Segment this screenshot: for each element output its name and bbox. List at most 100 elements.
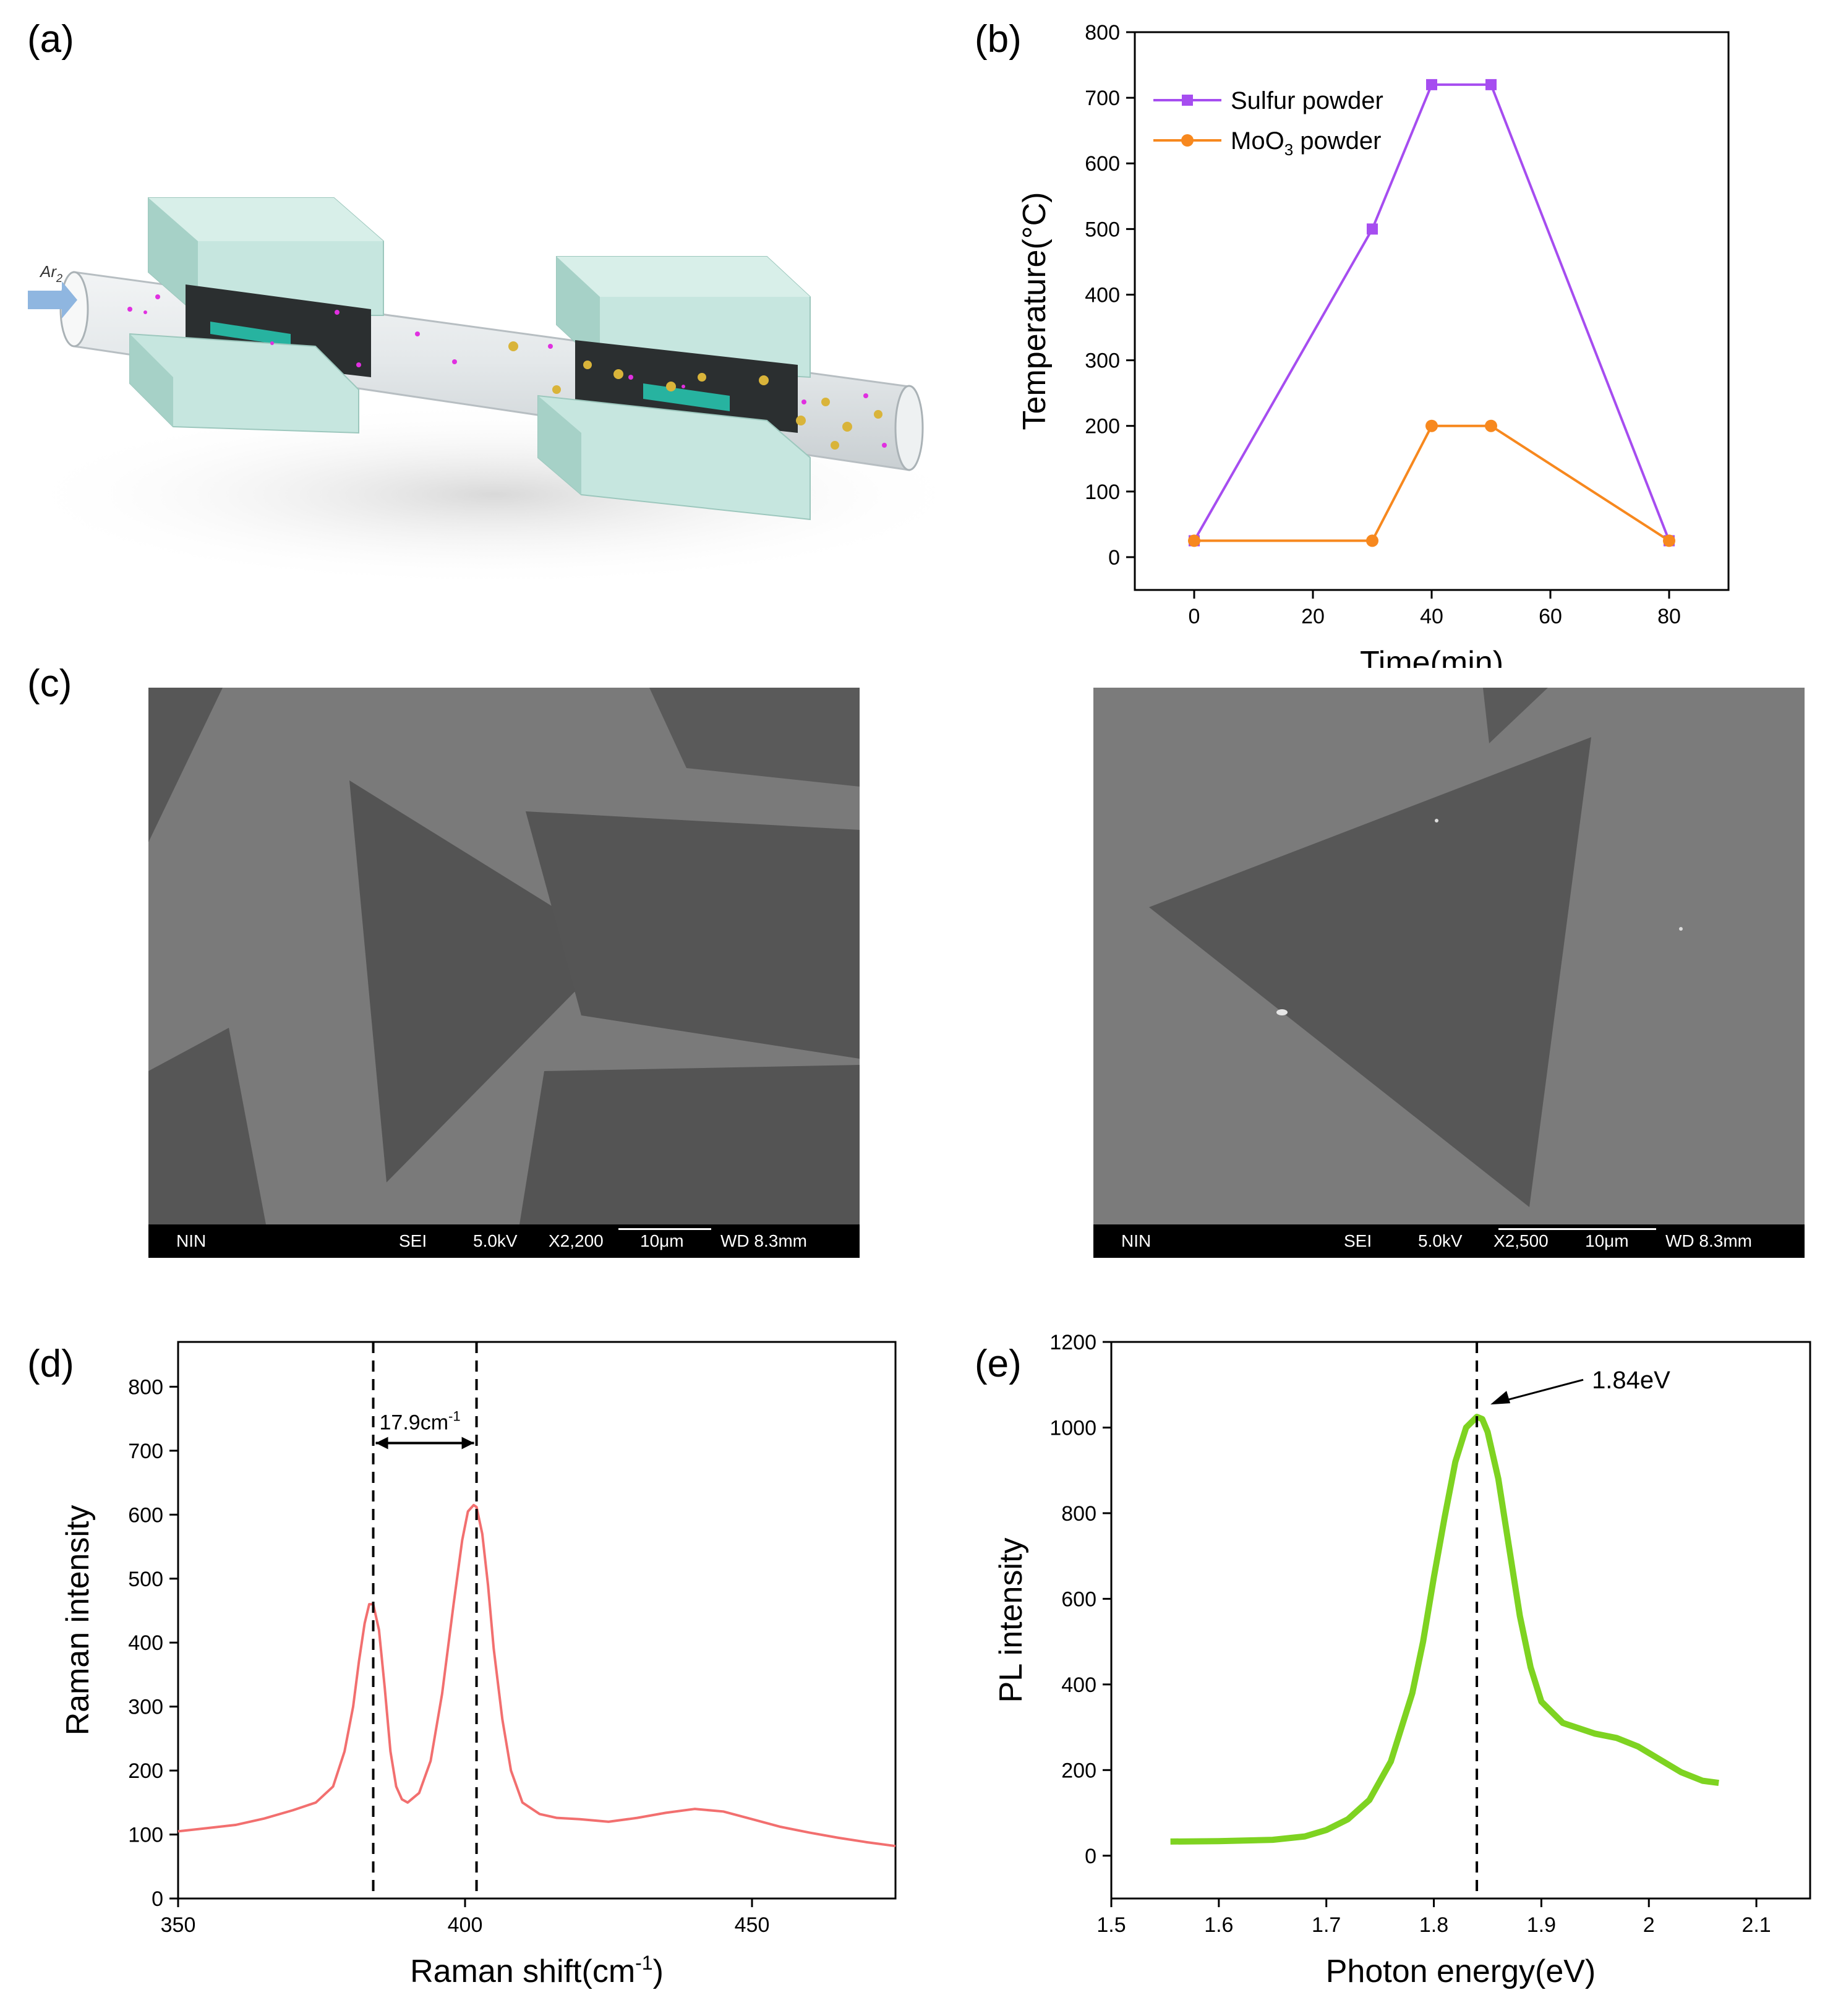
y-tick-label: 600 xyxy=(1061,1587,1096,1611)
y-tick-label: 200 xyxy=(1085,415,1120,438)
sem-field: NIN xyxy=(176,1231,207,1250)
y-tick-label: 300 xyxy=(128,1696,163,1719)
mos2-flake xyxy=(148,688,223,842)
mos2-flake xyxy=(148,1028,266,1224)
x-tick-label: 20 xyxy=(1301,605,1325,628)
sem-field: 10μm xyxy=(640,1231,684,1250)
x-tick-label: 2 xyxy=(1643,1913,1655,1937)
y-axis-label: Temperature(°C) xyxy=(1017,192,1053,430)
y-tick-label: 800 xyxy=(1061,1502,1096,1526)
plot-frame xyxy=(1134,31,1730,591)
y-tick-label: 500 xyxy=(1085,218,1120,241)
sem-field: X2,200 xyxy=(549,1231,604,1250)
series-line xyxy=(1194,424,1670,542)
sem-field: 5.0kV xyxy=(1418,1231,1463,1250)
legend-label: Sulfur powder xyxy=(1231,87,1383,114)
peak-separation-label: 17.9cm-1 xyxy=(380,1408,461,1434)
y-tick-label: 0 xyxy=(1085,1845,1096,1868)
x-tick-label: 400 xyxy=(448,1913,483,1937)
y-tick-label: 400 xyxy=(128,1631,163,1655)
arrow-head xyxy=(375,1437,388,1450)
panel-label-a: (a) xyxy=(27,18,74,61)
y-tick-label: 700 xyxy=(128,1440,163,1463)
x-axis-label: Photon energy(eV) xyxy=(1326,1954,1596,1989)
mos2-flake xyxy=(1483,688,1548,743)
temperature-profile-chart: 0 20 40 60 800100200300400500600700800Time(m… xyxy=(1017,21,1730,668)
cvd-furnace-illustration: Ar2 xyxy=(12,197,977,587)
x-tick-label: 350 xyxy=(161,1913,196,1937)
scale-bar xyxy=(618,1228,711,1230)
data-point xyxy=(1485,79,1497,90)
legend-marker xyxy=(1182,95,1193,106)
data-point xyxy=(1426,79,1437,90)
x-tick-label: 1.5 xyxy=(1096,1913,1126,1937)
sem-field: SEI xyxy=(1344,1231,1372,1250)
y-tick-label: 100 xyxy=(1085,481,1120,504)
sem-image-left: NIN SEI 5.0kV X2,200 10μm WD 8.3mm xyxy=(148,688,860,1258)
x-tick-label: 60 xyxy=(1539,605,1562,628)
y-tick-label: 600 xyxy=(128,1503,163,1527)
y-tick-label: 800 xyxy=(1085,21,1120,45)
y-tick-label: 700 xyxy=(1085,87,1120,110)
data-point xyxy=(1425,419,1438,432)
data-point xyxy=(1485,419,1497,432)
sem-info-bar: NIN SEI 5.0kV X2,200 10μm WD 8.3mm xyxy=(148,1224,860,1258)
x-tick-label: 80 xyxy=(1657,605,1681,628)
peak-energy-label: 1.84eV xyxy=(1592,1367,1670,1394)
mos2-flake xyxy=(519,1065,860,1224)
x-tick-label: 1.6 xyxy=(1204,1913,1233,1937)
gas-label: Ar2 xyxy=(39,262,62,284)
pl-spectrum-chart: 1.5 1.6 1.7 1.8 1.9 2 2.1 0 200 400 600 800 1000 1200… xyxy=(993,1331,1811,1989)
sem-field: WD 8.3mm xyxy=(720,1231,807,1250)
data-point xyxy=(1367,223,1378,235)
scale-bar xyxy=(1498,1228,1656,1230)
annotation-arrow xyxy=(1498,1378,1584,1403)
y-tick-label: 0 xyxy=(1108,546,1120,570)
plot-frame xyxy=(1110,1341,1811,1900)
y-tick-label: 200 xyxy=(1061,1759,1096,1782)
panel-label-e: (e) xyxy=(975,1343,1022,1385)
mos2-flake xyxy=(526,811,860,1059)
x-tick-label: 450 xyxy=(735,1913,770,1937)
left-boat xyxy=(210,322,291,346)
mos2-flake xyxy=(649,688,860,787)
moo3-particles xyxy=(508,341,882,450)
mos2-flake xyxy=(349,780,618,1182)
sem-image-right: NIN SEI 5.0kV X2,500 10μm WD 8.3mm xyxy=(1093,688,1805,1258)
x-tick-label: 2.1 xyxy=(1741,1913,1771,1937)
y-tick-label: 400 xyxy=(1061,1673,1096,1697)
sem-field: NIN xyxy=(1121,1231,1152,1250)
y-axis-label: PL intensity xyxy=(993,1538,1029,1703)
sem-field: 5.0kV xyxy=(473,1231,518,1250)
y-tick-label: 200 xyxy=(128,1759,163,1783)
y-tick-label: 800 xyxy=(128,1375,163,1399)
y-tick-label: 400 xyxy=(1085,283,1120,307)
y-tick-label: 500 xyxy=(128,1568,163,1591)
legend-label: MoO3 powder xyxy=(1231,127,1381,159)
panel-label-b: (b) xyxy=(975,18,1022,61)
y-axis-label: Raman intensity xyxy=(60,1505,96,1736)
x-tick-label: 40 xyxy=(1420,605,1443,628)
x-axis-label: Raman shift(cm-1) xyxy=(410,1952,664,1989)
data-point xyxy=(1663,534,1675,547)
panel-label-d: (d) xyxy=(27,1343,74,1385)
sem-field: SEI xyxy=(399,1231,427,1250)
y-tick-label: 100 xyxy=(128,1824,163,1847)
y-tick-label: 300 xyxy=(1085,349,1120,373)
x-axis-label: Time(min) xyxy=(1360,645,1503,668)
legend-marker xyxy=(1181,134,1194,147)
x-tick-label: 1.7 xyxy=(1312,1913,1341,1937)
arrow-head xyxy=(461,1437,474,1450)
sem-field: 10μm xyxy=(1585,1231,1629,1250)
y-tick-label: 1200 xyxy=(1049,1331,1096,1354)
right-boat xyxy=(643,383,730,411)
sulfur-particles xyxy=(127,294,887,448)
x-tick-label: 1.8 xyxy=(1419,1913,1448,1937)
sem-field: X2,500 xyxy=(1493,1231,1549,1250)
arrow-head xyxy=(1490,1391,1511,1405)
y-tick-label: 0 xyxy=(152,1887,163,1911)
sem-info-bar: NIN SEI 5.0kV X2,500 10μm WD 8.3mm xyxy=(1093,1224,1805,1258)
y-tick-label: 600 xyxy=(1085,152,1120,176)
sem-field: WD 8.3mm xyxy=(1665,1231,1752,1250)
spectrum-line xyxy=(177,1503,896,1848)
